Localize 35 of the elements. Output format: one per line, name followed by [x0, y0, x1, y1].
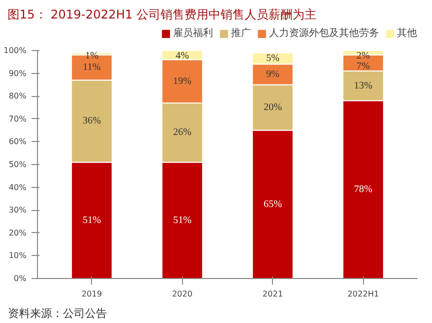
- y-tick-label: 10%: [8, 251, 27, 260]
- y-tick-label: 80%: [8, 92, 27, 101]
- y-tick-label: 0%: [14, 274, 27, 283]
- data-label: 19%: [173, 76, 192, 87]
- legend-label: 人力资源外包及其他劳务: [269, 26, 379, 40]
- data-label: 4%: [176, 50, 189, 62]
- data-label: 20%: [264, 102, 282, 113]
- data-label: 65%: [264, 198, 282, 210]
- y-tick-label: 20%: [8, 228, 27, 238]
- x-tick-label: 2022H1: [347, 290, 379, 298]
- text: 资料来源：公司公告: [8, 306, 107, 322]
- y-tick-label: 30%: [8, 206, 27, 215]
- y-tick-label: 50%: [8, 160, 27, 169]
- data-label: 36%: [82, 116, 101, 127]
- data-label: 78%: [354, 184, 372, 196]
- data-label: 51%: [82, 214, 101, 226]
- x-tick-label: 2021: [262, 290, 283, 298]
- data-label: 26%: [173, 127, 192, 138]
- data-label: 13%: [354, 80, 372, 92]
- chart-title: 图15： 2019-2022H1 公司销售费用中销售人员薪酬为主: [8, 8, 316, 22]
- data-label: 51%: [173, 214, 192, 226]
- data-label: 11%: [82, 62, 101, 74]
- data-label: 5%: [266, 52, 280, 64]
- y-tick-label: 40%: [8, 182, 27, 192]
- y-tick-label: 100%: [4, 46, 27, 55]
- y-tick-label: 60%: [8, 137, 27, 146]
- x-tick-label: 2020: [172, 290, 192, 298]
- y-tick-label: 70%: [8, 114, 27, 124]
- data-label: 9%: [266, 68, 280, 80]
- legend-label: 雇员福利: [173, 26, 213, 40]
- data-label: 7%: [356, 61, 370, 72]
- legend-label: 推广: [231, 26, 251, 40]
- legend-label: 其他: [397, 26, 417, 40]
- x-tick-label: 2019: [82, 290, 102, 298]
- y-tick-label: 90%: [8, 68, 27, 78]
